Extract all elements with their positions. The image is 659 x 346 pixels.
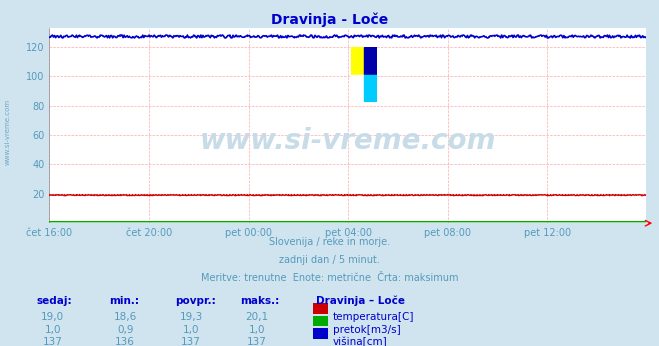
Text: www.si-vreme.com: www.si-vreme.com bbox=[200, 127, 496, 155]
Text: 0,9: 0,9 bbox=[117, 325, 134, 335]
Text: min.:: min.: bbox=[109, 296, 139, 306]
Text: 19,0: 19,0 bbox=[41, 312, 65, 322]
Text: 137: 137 bbox=[181, 337, 201, 346]
Bar bbox=[351, 47, 364, 75]
Text: temperatura[C]: temperatura[C] bbox=[333, 312, 415, 322]
Text: 19,3: 19,3 bbox=[179, 312, 203, 322]
Text: www.si-vreme.com: www.si-vreme.com bbox=[5, 98, 11, 165]
Text: pretok[m3/s]: pretok[m3/s] bbox=[333, 325, 401, 335]
Text: 137: 137 bbox=[43, 337, 63, 346]
Bar bbox=[364, 47, 378, 75]
Text: 20,1: 20,1 bbox=[245, 312, 269, 322]
Text: 1,0: 1,0 bbox=[248, 325, 266, 335]
Text: zadnji dan / 5 minut.: zadnji dan / 5 minut. bbox=[279, 255, 380, 265]
Text: 137: 137 bbox=[247, 337, 267, 346]
Text: 136: 136 bbox=[115, 337, 135, 346]
Text: višina[cm]: višina[cm] bbox=[333, 337, 387, 346]
Text: maks.:: maks.: bbox=[241, 296, 280, 306]
Text: 18,6: 18,6 bbox=[113, 312, 137, 322]
Bar bbox=[351, 75, 364, 102]
Bar bbox=[364, 75, 378, 102]
Text: Slovenija / reke in morje.: Slovenija / reke in morje. bbox=[269, 237, 390, 247]
Text: povpr.:: povpr.: bbox=[175, 296, 215, 306]
Text: Meritve: trenutne  Enote: metrične  Črta: maksimum: Meritve: trenutne Enote: metrične Črta: … bbox=[201, 273, 458, 283]
Text: sedaj:: sedaj: bbox=[36, 296, 72, 306]
Text: Dravinja – Loče: Dravinja – Loče bbox=[316, 296, 405, 306]
Text: 1,0: 1,0 bbox=[183, 325, 200, 335]
Text: Dravinja - Loče: Dravinja - Loče bbox=[271, 12, 388, 27]
Text: 1,0: 1,0 bbox=[44, 325, 61, 335]
